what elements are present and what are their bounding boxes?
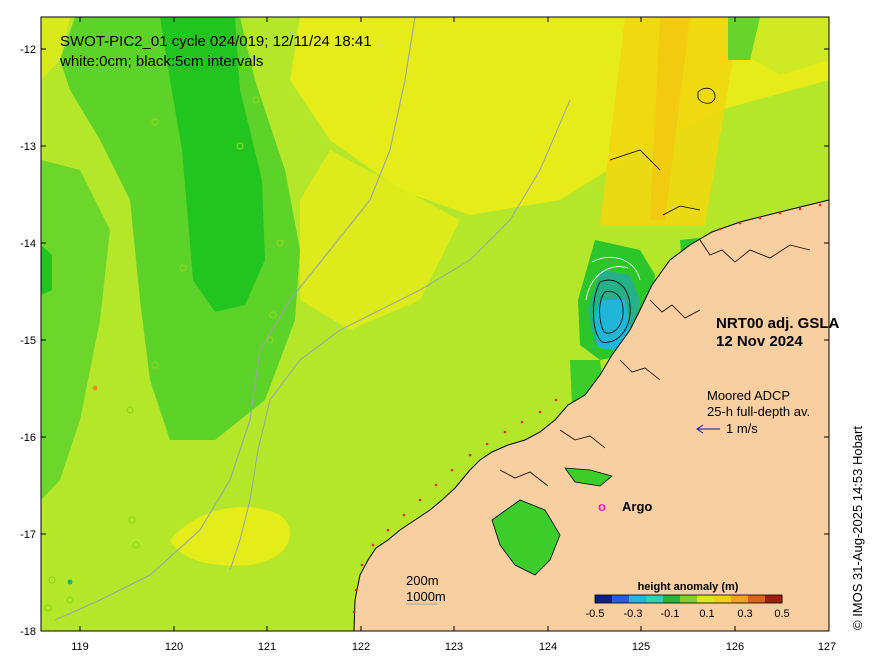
- colorbar-segment: [646, 595, 664, 603]
- x-tick-labels: 119 120 121 122 123 124 125 126 127: [71, 641, 836, 653]
- anomaly-yellow-west: [41, 17, 70, 80]
- title-line-1: SWOT-PIC2_01 cycle 024/019; 12/11/24 18:…: [60, 33, 372, 50]
- anomaly-yellow-south: [170, 507, 290, 566]
- colorbar: [594, 594, 783, 604]
- y-tick-label: -14: [20, 238, 36, 250]
- y-tick-label: -18: [20, 626, 36, 638]
- colorbar-segment: [697, 595, 715, 603]
- colorbar-segment: [748, 595, 766, 603]
- argo-label: Argo: [622, 499, 652, 514]
- x-tick-label: 127: [818, 641, 836, 653]
- y-tick-label: -17: [20, 529, 36, 541]
- title-line-2: white:0cm; black:5cm intervals: [59, 53, 263, 70]
- x-tick-label: 125: [632, 641, 650, 653]
- colorbar-segment: [680, 595, 698, 603]
- colorbar-tick-labels: -0.5 -0.3 -0.1 0.1 0.3 0.5: [586, 608, 790, 620]
- float-markers: [44, 96, 284, 612]
- colorbar-frame: [594, 594, 783, 604]
- colorbar-tick-label: -0.1: [661, 608, 680, 620]
- colorbar-tick-label: 0.5: [774, 608, 789, 620]
- isobath-200m-line: [54, 17, 416, 621]
- anomaly-darkgreen-core: [160, 17, 265, 312]
- swot-swath-inner: [650, 17, 690, 220]
- adcp-scale-label: 1 m/s: [726, 421, 758, 436]
- colorbar-title: height anomaly (m): [638, 581, 739, 593]
- coastline: [353, 199, 829, 631]
- x-tick-label: 126: [726, 641, 744, 653]
- colorbar-segment: [731, 595, 749, 603]
- australia-land: [354, 200, 829, 631]
- y-tick-label: -16: [20, 432, 36, 444]
- y-tick-label: -13: [20, 141, 36, 153]
- swot-swath-north: [728, 17, 760, 60]
- anomaly-darkgreen-edge-west: [41, 245, 52, 295]
- credit-text: © IMOS 31-Aug-2025 14:53 Hobart: [850, 426, 865, 630]
- isobath-200m-label: 200m: [406, 573, 439, 588]
- gulf-inlet: [491, 499, 561, 576]
- colorbar-segment: [595, 595, 613, 603]
- float-markers-colored: [49, 385, 98, 631]
- isobath-1000m-line: [229, 99, 571, 571]
- anomaly-yellow-ne-pocket: [740, 17, 829, 75]
- colorbar-segment: [663, 595, 681, 603]
- anomaly-green-west: [41, 160, 110, 500]
- colorbar-segment: [629, 595, 647, 603]
- y-tick-label: -12: [20, 44, 36, 56]
- x-tick-label: 121: [258, 641, 276, 653]
- x-axis-ticks: [79, 17, 830, 631]
- colorbar-segment: [765, 595, 783, 603]
- colorbar-tick-label: -0.5: [586, 608, 605, 620]
- x-tick-label: 123: [445, 641, 463, 653]
- map-plot-area: [41, 17, 829, 631]
- x-tick-label: 119: [71, 641, 89, 653]
- colorbar-tick-label: -0.3: [624, 608, 643, 620]
- colorbar-segment: [714, 595, 732, 603]
- colorbar-tick-label: 0.1: [699, 608, 714, 620]
- swot-contours: [593, 87, 716, 343]
- argo-marker: o: [598, 499, 606, 514]
- adcp-label-line-2: 25-h full-depth av.: [707, 404, 810, 419]
- y-axis-ticks: [41, 48, 829, 632]
- x-tick-label: 124: [539, 641, 557, 653]
- plot-frame: [40, 16, 830, 632]
- kimberley-islands: [499, 239, 811, 487]
- coastal-dotted-margin: [352, 203, 822, 614]
- adcp-scale-arrow: [696, 424, 720, 434]
- anomaly-yellow-mid: [300, 150, 460, 330]
- swot-coastal-cyan: [594, 300, 630, 350]
- bay-inlet: [564, 467, 613, 487]
- swot-zero-contours: [585, 256, 641, 301]
- product-name: NRT00 adj. GSLA: [716, 315, 840, 332]
- x-tick-label: 122: [352, 641, 370, 653]
- isobath-1000m-label: 1000m: [406, 589, 446, 604]
- product-date: 12 Nov 2024: [716, 333, 803, 350]
- colorbar-tick-label: 0.3: [737, 608, 752, 620]
- y-tick-label: -15: [20, 335, 36, 347]
- adcp-label-line-1: Moored ADCP: [707, 388, 790, 403]
- x-tick-label: 120: [165, 641, 183, 653]
- colorbar-segment: [612, 595, 630, 603]
- y-tick-labels: -12 -13 -14 -15 -16 -17 -18: [20, 44, 36, 638]
